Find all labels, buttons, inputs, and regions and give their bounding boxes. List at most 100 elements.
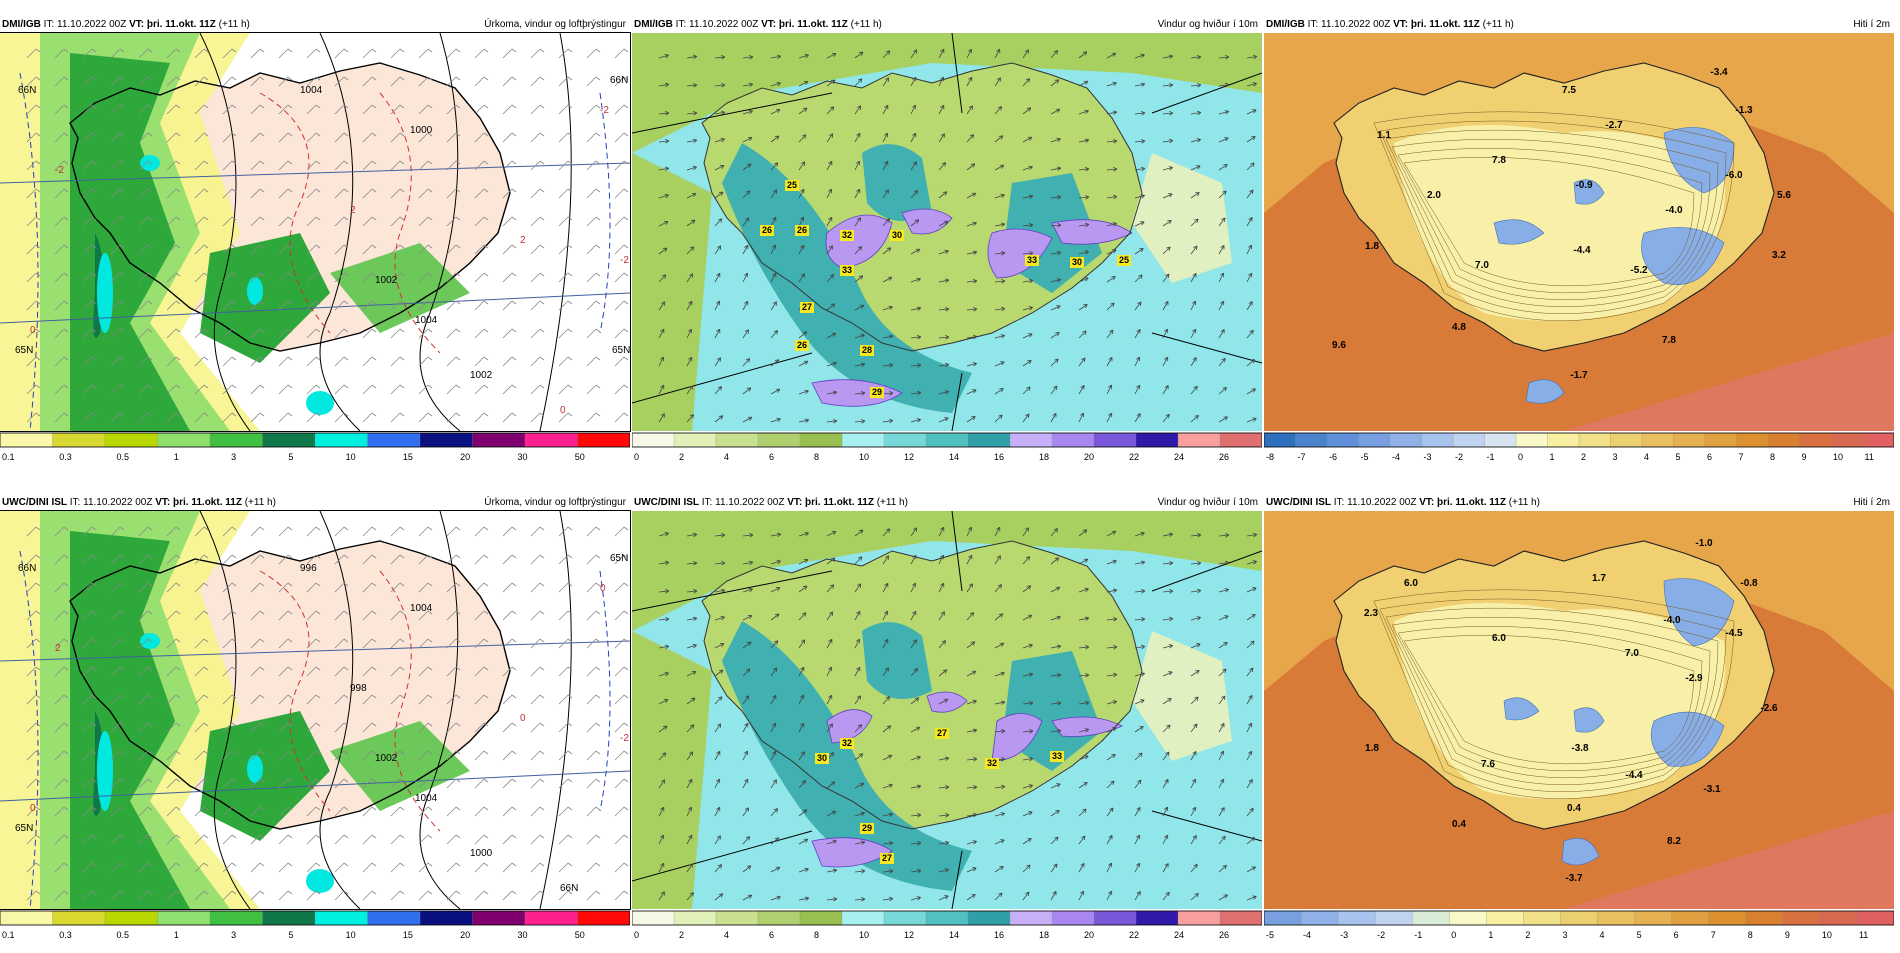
map-label: 0 <box>30 803 36 814</box>
colorbar-tick-label: 4 <box>724 930 729 940</box>
valid-time: þri. 11.okt. 11Z <box>805 497 874 508</box>
colorbar-tick-label: 10 <box>1822 930 1832 940</box>
colorbar-swatch <box>1708 910 1747 926</box>
colorbar-swatch <box>1736 432 1769 448</box>
colorbar-swatch <box>1135 432 1179 448</box>
graticule <box>0 640 630 802</box>
colorbar-tick-label: 0 <box>634 452 639 462</box>
colorbar-canvas: 0 2 4 6 8 10 12 14 16 18 20 22 24 26 <box>632 910 1262 940</box>
temperature-value: 7.8 <box>1492 155 1506 166</box>
init-time-label: IT: <box>1307 19 1319 30</box>
colorbar-swatch <box>419 910 474 926</box>
temperature-value: 1.8 <box>1365 743 1379 754</box>
lead-time: (+11 h) <box>218 19 250 30</box>
colorbar-tick-label: 0.3 <box>59 930 72 940</box>
gust-value: 30 <box>892 230 902 240</box>
colorbar-frame <box>0 910 630 926</box>
colorbar-swatch <box>1673 432 1706 448</box>
gust-value: 32 <box>842 738 852 748</box>
colorbar-tick-label: 10 <box>346 930 356 940</box>
gust-label-bg <box>800 302 814 313</box>
gust-value: 25 <box>1119 255 1129 265</box>
colorbar-swatch <box>799 910 843 926</box>
temperature-value: 7.0 <box>1625 648 1639 659</box>
colorbar-tick-label: -3 <box>1340 930 1348 940</box>
colorbar-tick-label: 18 <box>1039 452 1049 462</box>
colorbar-swatch <box>715 432 759 448</box>
map-wind: 32 30 27 32 33 29 27 <box>632 511 1262 909</box>
calm-wind-area <box>632 511 1262 631</box>
colorbar-tick-label: 15 <box>403 930 413 940</box>
map-label: 1004 <box>415 315 438 326</box>
init-time-label: IT: <box>1333 497 1345 508</box>
colorbar-tick-label: 9 <box>1785 930 1790 940</box>
temperature-value: -3.7 <box>1565 873 1583 884</box>
colorbar-swatch <box>1300 910 1339 926</box>
temperature-value: -4.5 <box>1725 628 1743 639</box>
colorbar-frame <box>1264 910 1894 926</box>
init-time-label: IT: <box>675 19 687 30</box>
colorbar-tick-label: 0 <box>1451 930 1456 940</box>
temperature-value: 5.6 <box>1777 190 1791 201</box>
panel-header: DMI/IGB IT: 11.10.2022 00Z VT: þri. 11.o… <box>1264 15 1894 35</box>
colorbar-tick-label: 9 <box>1802 452 1807 462</box>
graticule <box>632 33 1262 431</box>
colorbar-swatch <box>1767 432 1801 448</box>
cold-area <box>1573 707 1605 733</box>
colorbar-swatch <box>967 910 1011 926</box>
map-label: 66N <box>18 563 36 574</box>
colorbar-swatch <box>883 910 927 926</box>
colorbar-swatch <box>104 910 159 926</box>
colorbar-swatch <box>841 432 885 448</box>
map-label: 1004 <box>410 603 433 614</box>
colorbar-tick-label: 5 <box>1637 930 1642 940</box>
init-time-label: IT: <box>701 497 713 508</box>
model-name: DMI/IGB <box>2 19 41 30</box>
colorbar-swatch <box>1009 910 1053 926</box>
colorbar-swatch <box>1051 910 1095 926</box>
wind-vectors <box>658 526 1258 902</box>
init-time: 11.10.2022 00Z <box>715 497 785 508</box>
colorbar-swatch <box>1264 432 1297 448</box>
colorbar-frame <box>632 910 1262 926</box>
colorbar-tick-label: 20 <box>460 930 470 940</box>
colorbar-tick-label: 5 <box>288 452 293 462</box>
colorbar-tick-label: 8 <box>814 930 819 940</box>
colorbar-swatch <box>314 910 369 926</box>
colorbar-tick-label: -1 <box>1414 930 1422 940</box>
colorbar-tick-label: 4 <box>724 452 729 462</box>
map-label: 0 <box>520 713 526 724</box>
temperature-value: -4.4 <box>1573 245 1591 256</box>
panel-temp: DMI/IGB IT: 11.10.2022 00Z VT: þri. 11.o… <box>1264 15 1894 475</box>
temperature-contours <box>259 92 441 354</box>
colorbar-tick-label: 14 <box>949 452 959 462</box>
panel-title: Hiti í 2m <box>1853 497 1890 508</box>
colorbar-tick-label: 3 <box>231 452 236 462</box>
wind-vectors <box>26 526 629 901</box>
temperature-value: -1.3 <box>1735 105 1753 116</box>
gust-value: 27 <box>802 302 812 312</box>
temperature-value: 0.4 <box>1567 803 1581 814</box>
colorbar-swatch <box>1177 432 1221 448</box>
colorbar-tick-label: 2 <box>679 452 684 462</box>
map-label: 998 <box>350 683 367 694</box>
gust-label-bg <box>840 230 854 241</box>
colorbar-tick-label: 10 <box>859 930 869 940</box>
colorbar-tick-label: 22 <box>1129 452 1139 462</box>
temperature-value: -4.0 <box>1663 615 1681 626</box>
colorbar-tick-label: 1 <box>1488 930 1493 940</box>
temperature-value: -0.9 <box>1575 180 1593 191</box>
map-label: 65N <box>15 345 33 356</box>
colorbar-swatch <box>1856 910 1894 926</box>
panel-header: DMI/IGB IT: 11.10.2022 00Z VT: þri. 11.o… <box>0 15 630 35</box>
map-label: 66N <box>560 883 578 894</box>
init-time: 11.10.2022 00Z <box>83 497 153 508</box>
colorbar-tick-label: 2 <box>679 930 684 940</box>
colorbar-swatch <box>1421 432 1454 448</box>
colorbar-tick-label: 20 <box>1084 452 1094 462</box>
colorbar-swatch <box>209 910 264 926</box>
colorbar-swatch <box>1523 910 1562 926</box>
colorbar-swatch <box>1745 910 1784 926</box>
map-precip: 1004 1002 1000 1004 996 998 0 0 2 -2 0 66N 66N 65N 65N <box>0 510 631 910</box>
gust-value: 32 <box>987 758 997 768</box>
